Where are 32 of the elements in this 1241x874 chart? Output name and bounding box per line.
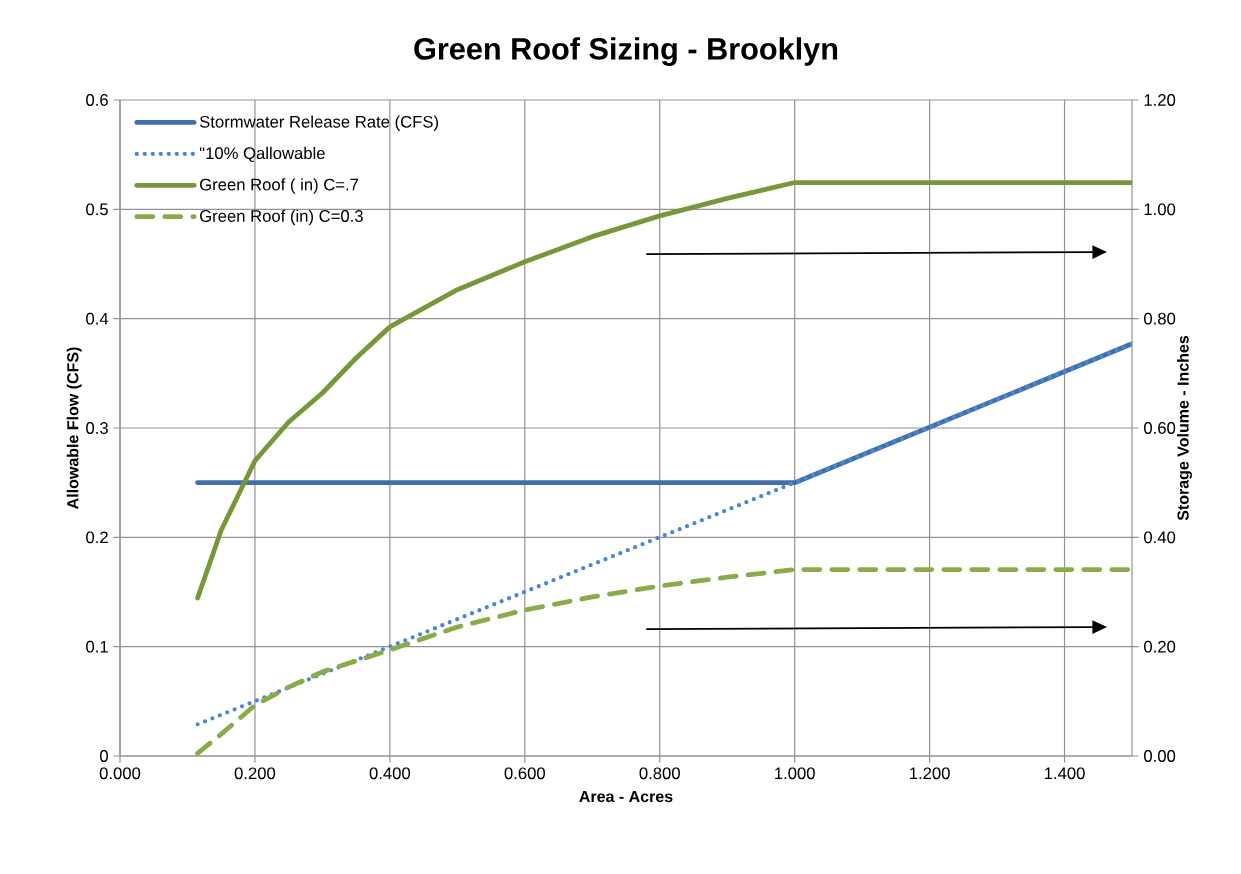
x-tick-label: 0.800 [639,767,680,780]
chart-title: Green Roof Sizing - Brooklyn [414,37,838,66]
y-tick-label: 0.1 [86,640,108,653]
line-series [195,567,1133,756]
y2-tick-label: 0.40 [1144,531,1176,544]
x-tick-label: 1.200 [910,767,950,780]
y2-tick-label: 0.80 [1144,312,1176,325]
y-tick-label: 0.4 [86,312,109,325]
y2-tick-label: 1.00 [1144,203,1176,216]
x-tick-label: 1.400 [1044,767,1085,780]
line-series [195,180,1133,601]
y2-tick-label: 1.20 [1144,94,1176,106]
x-tick-label: 0.600 [504,767,545,780]
legend-label: Green Roof (in) C=0.3 [200,209,363,226]
legend-label: Green Roof ( in) C=.7 [200,178,359,194]
y2-tick-label: 0.00 [1144,750,1176,762]
y-tick-label: 0.2 [86,531,108,544]
y2-axis-title: Storage Volume - Inches [1177,335,1192,521]
x-tick-label: 0.200 [234,767,276,780]
y-tick-label: 0.3 [86,422,108,434]
y-tick-label: 0.6 [86,94,108,106]
x-tick-label: 0.400 [369,767,411,780]
y-axis-title: Allowable Flow (CFS) [66,347,82,509]
y2-tick-label: 0.60 [1144,422,1176,434]
x-axis-title: Area - Acres [579,791,673,803]
legend-label: Stormwater Release Rate (CFS) [199,115,438,131]
x-tick-label: 1.000 [775,767,815,780]
y2-tick-label: 0.20 [1144,640,1176,653]
x-tick-label: 0.000 [99,767,141,780]
y-tick-label: 0 [100,750,108,762]
legend-label: "10% Qallowable [199,146,325,163]
y-tick-label: 0.5 [86,203,108,216]
